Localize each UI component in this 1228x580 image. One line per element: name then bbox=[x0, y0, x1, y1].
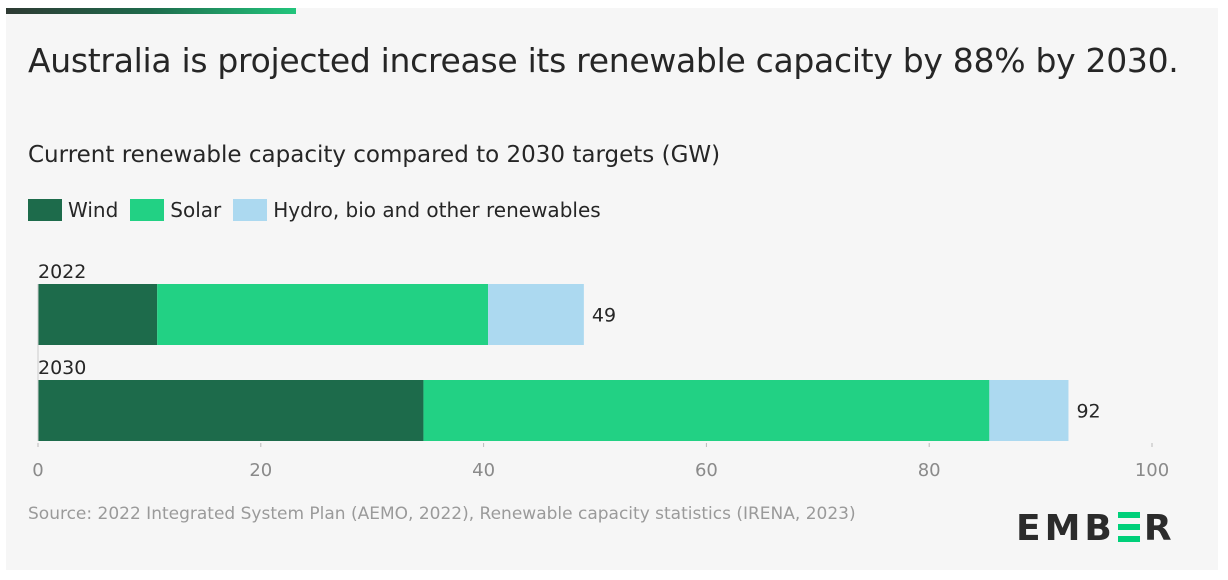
bar-segment-hydro-2030 bbox=[989, 380, 1069, 441]
x-tick-label: 0 bbox=[32, 460, 43, 481]
chart-subtitle: Current renewable capacity compared to 2… bbox=[28, 142, 721, 168]
bar-segment-wind-2030 bbox=[38, 380, 424, 441]
bar-chart: 2022 49 2030 92 0 20 40 60 80 100 bbox=[32, 261, 1169, 481]
total-label: 49 bbox=[592, 305, 616, 327]
bar-segment-hydro-2022 bbox=[488, 284, 584, 345]
bar-segment-wind-2022 bbox=[38, 284, 158, 345]
accent-bar bbox=[6, 8, 296, 14]
legend-item-hydro: Hydro, bio and other renewables bbox=[233, 198, 601, 222]
x-tick-label: 20 bbox=[249, 460, 272, 481]
legend-swatch-solar bbox=[130, 199, 165, 221]
x-tick-label: 100 bbox=[1135, 460, 1169, 481]
legend: Wind Solar Hydro, bio and other renewabl… bbox=[28, 198, 601, 222]
source-note: Source: 2022 Integrated System Plan (AEM… bbox=[28, 504, 856, 524]
category-label: 2030 bbox=[38, 357, 86, 379]
x-tick-label: 80 bbox=[918, 460, 941, 481]
category-label: 2022 bbox=[38, 261, 86, 283]
bar-segment-solar-2022 bbox=[157, 284, 489, 345]
ember-logo: EMB R bbox=[1016, 508, 1176, 549]
legend-label: Solar bbox=[170, 198, 222, 222]
total-label: 92 bbox=[1076, 401, 1100, 423]
x-tick-label: 40 bbox=[472, 460, 495, 481]
legend-swatch-wind bbox=[28, 199, 62, 221]
chart-title: Australia is projected increase its rene… bbox=[28, 41, 1179, 80]
legend-item-solar: Solar bbox=[130, 198, 221, 222]
bar-segment-solar-2030 bbox=[423, 380, 990, 441]
x-tick-label: 60 bbox=[695, 460, 718, 481]
legend-swatch-hydro bbox=[233, 199, 268, 221]
legend-item-wind: Wind bbox=[28, 198, 118, 222]
legend-label: Hydro, bio and other renewables bbox=[273, 198, 601, 222]
legend-label: Wind bbox=[68, 198, 119, 222]
